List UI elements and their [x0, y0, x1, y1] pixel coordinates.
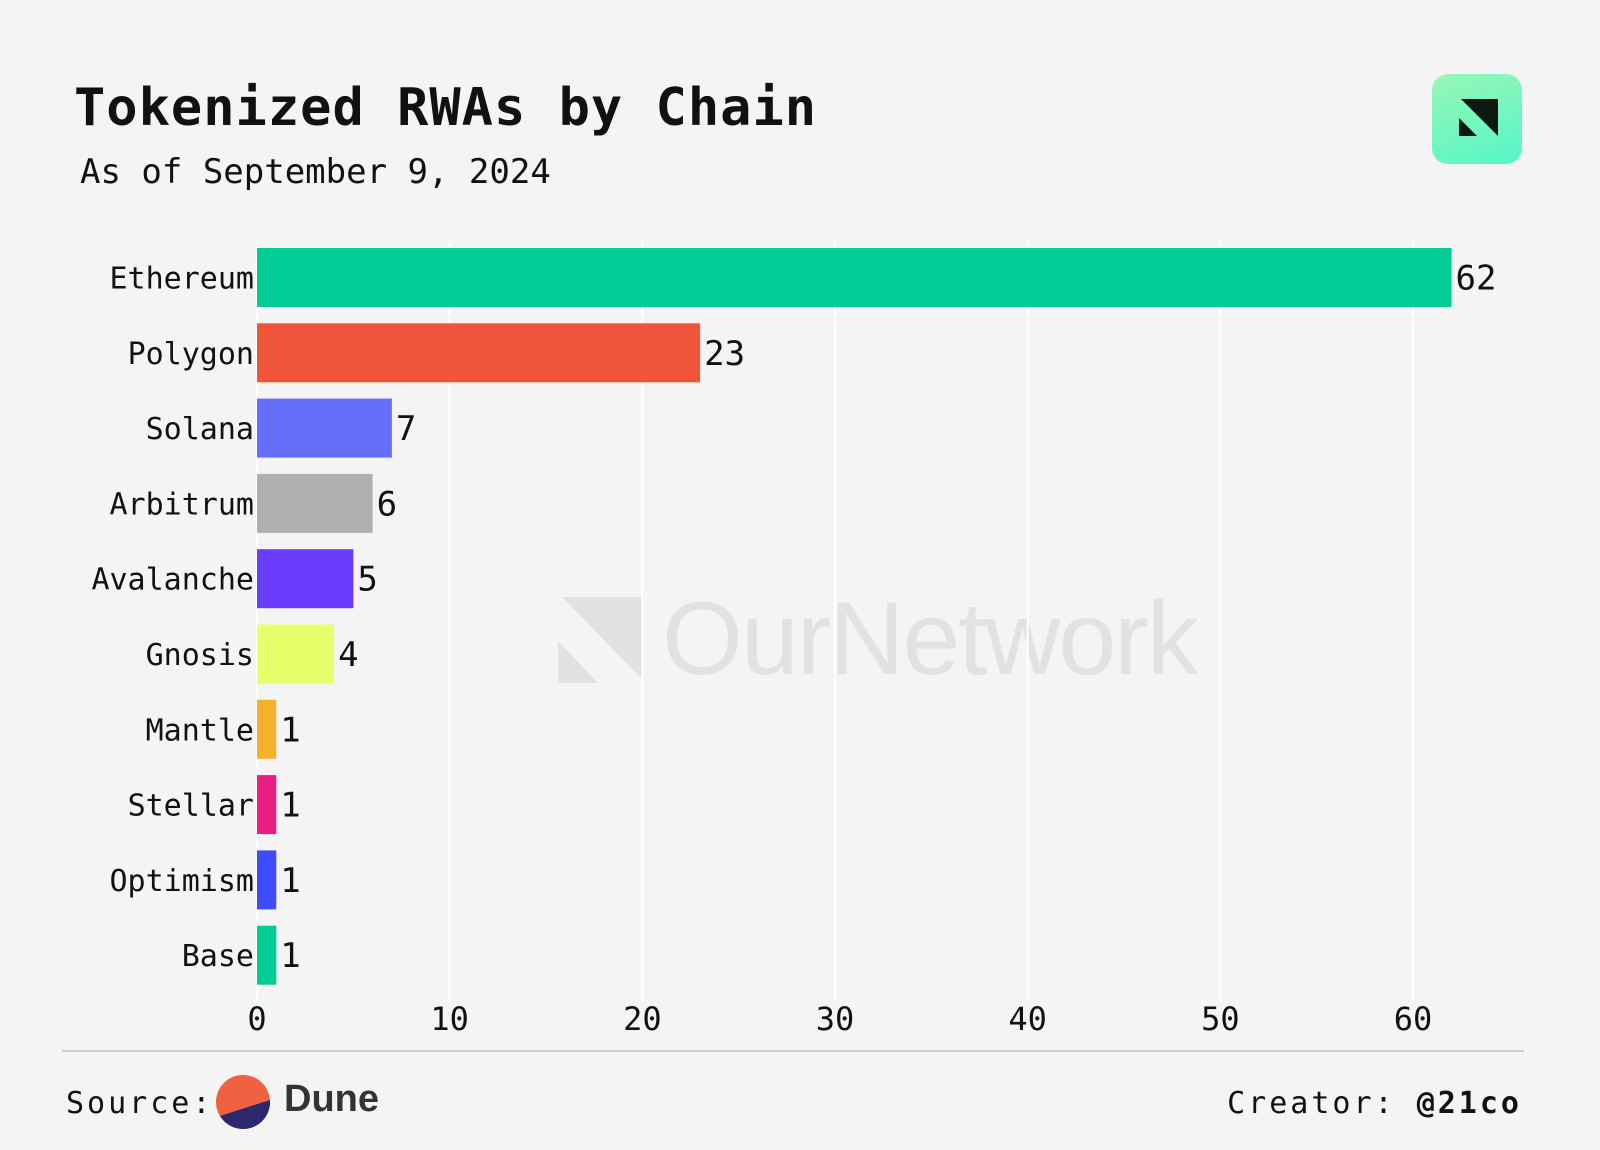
watermark-logo-icon: [558, 596, 642, 683]
y-tick-label: Optimism: [110, 864, 255, 899]
x-tick-label: 40: [1008, 1000, 1047, 1038]
creator-handle: @21co: [1416, 1086, 1522, 1121]
bar-mantle: [257, 699, 277, 759]
y-tick-label: Polygon: [128, 337, 254, 372]
bar-base: [257, 925, 277, 985]
watermark: OurNetwork: [558, 580, 1199, 699]
bar-gnosis: [257, 624, 335, 684]
data-label: 1: [280, 861, 300, 901]
y-tick-label: Avalanche: [91, 563, 254, 598]
data-label: 1: [280, 710, 300, 750]
chart-title: Tokenized RWAs by Chain: [74, 78, 818, 138]
bar-chart: 0 10 20 30 40 50 60 Ethereum 62 Polygon 23 Solana 7 A…: [91, 242, 1497, 1038]
bar-avalanche: [257, 549, 354, 609]
data-label: 4: [338, 635, 358, 675]
data-label: 1: [280, 936, 300, 976]
bar-stellar: [257, 775, 277, 835]
bar-solana: [257, 398, 392, 458]
y-tick-label: Mantle: [146, 713, 254, 748]
bar-optimism: [257, 850, 277, 910]
x-tick-label: 50: [1201, 1000, 1240, 1038]
x-tick-label: 10: [430, 1000, 469, 1038]
bar-polygon: [257, 323, 701, 383]
x-tick-label: 0: [247, 1000, 266, 1038]
data-label: 7: [396, 409, 416, 449]
bar-ethereum: [257, 248, 1452, 307]
data-label: 23: [704, 334, 745, 374]
bar-arbitrum: [257, 473, 373, 533]
watermark-text: OurNetwork: [662, 581, 1199, 697]
creator-label: Creator:: [1227, 1086, 1396, 1121]
source-label: Source:: [66, 1086, 214, 1121]
y-tick-label: Arbitrum: [110, 487, 255, 522]
dune-logo-icon: [216, 1075, 270, 1129]
y-tick-label: Base: [182, 939, 254, 974]
data-label: 1: [280, 786, 300, 826]
y-tick-label: Stellar: [128, 789, 254, 824]
x-tick-label: 60: [1394, 1000, 1433, 1038]
data-label: 5: [357, 560, 377, 600]
x-tick-label: 20: [623, 1000, 662, 1038]
footer-divider: [62, 1050, 1524, 1052]
creator-credit: Creator: @21co: [1227, 1086, 1522, 1121]
y-tick-label: Ethereum: [110, 262, 255, 297]
x-tick-label: 30: [816, 1000, 855, 1038]
data-label: 6: [377, 484, 397, 524]
y-tick-label: Solana: [146, 412, 254, 447]
ournetwork-logo-icon: [1432, 74, 1522, 164]
source-name: Dune: [284, 1078, 379, 1120]
data-label: 62: [1456, 259, 1497, 299]
chart-subtitle: As of September 9, 2024: [80, 152, 551, 192]
y-tick-label: Gnosis: [146, 638, 254, 673]
